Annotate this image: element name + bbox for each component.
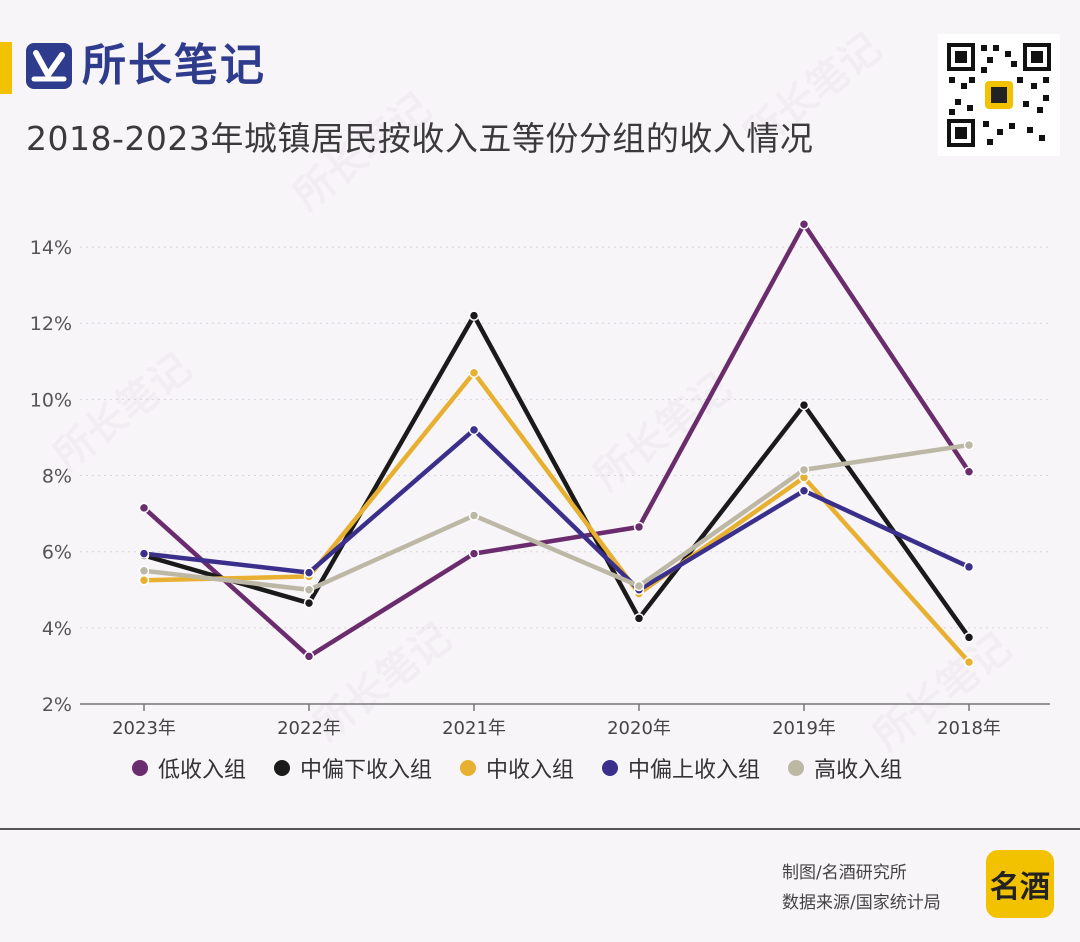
data-point — [138, 548, 150, 559]
series-line — [141, 426, 972, 593]
brand-name: 所长笔记 — [82, 40, 266, 91]
legend-item: 高收入组 — [788, 752, 902, 784]
data-point — [798, 464, 810, 476]
data-point — [303, 567, 315, 578]
data-point — [633, 580, 645, 592]
y-tick-label: 6% — [42, 542, 72, 564]
data-point — [303, 651, 315, 662]
y-tick-label: 8% — [42, 466, 72, 488]
data-point — [138, 565, 150, 576]
y-tick-label: 10% — [30, 389, 72, 411]
legend-label: 中收入组 — [486, 758, 575, 783]
x-tick-label: 2023年 — [112, 718, 176, 739]
data-point — [138, 502, 150, 514]
data-point — [798, 218, 810, 230]
data-point — [963, 632, 975, 643]
legend-marker-icon — [460, 760, 477, 776]
y-tick-label: 4% — [42, 618, 72, 640]
legend-label: 中偏下收入组 — [300, 758, 433, 783]
data-point — [633, 521, 645, 533]
credit-maker: 制图/名酒研究所 — [782, 863, 907, 883]
legend-label: 高收入组 — [814, 758, 903, 783]
legend-marker-icon — [132, 760, 148, 776]
x-tick-label: 2019年 — [772, 718, 836, 739]
legend-label: 低收入组 — [158, 758, 247, 783]
data-point — [468, 424, 480, 436]
data-point — [798, 399, 810, 411]
x-tick-label: 2022年 — [277, 718, 341, 739]
data-point — [468, 548, 480, 559]
y-tick-label: 14% — [30, 237, 72, 259]
series-line — [141, 442, 972, 593]
data-point — [798, 485, 810, 497]
mingjiu-logo: 名酒 — [986, 850, 1054, 918]
data-point — [963, 656, 975, 668]
data-point — [303, 597, 315, 609]
chart-title: 2018-2023年城镇居民按收入五等份分组的收入情况 — [26, 119, 814, 158]
brand-logo-icon — [26, 43, 72, 89]
data-point — [138, 575, 150, 586]
legend-label: 中偏上收入组 — [628, 758, 761, 783]
legend-item: 低收入组 — [132, 752, 246, 784]
legend-marker-icon — [274, 760, 291, 776]
x-tick-label: 2021年 — [442, 718, 506, 739]
data-point — [633, 613, 645, 624]
brand-header: 所长笔记 — [24, 38, 266, 94]
data-point — [468, 510, 480, 521]
chart-legend: 低收入组 中偏下收入组 中收入组 中偏上收入组 高收入组 — [132, 752, 930, 784]
legend-item: 中偏上收入组 — [602, 752, 760, 784]
x-tick-label: 2018年 — [937, 718, 1001, 739]
x-tick-label: 2020年 — [607, 718, 671, 739]
footer-divider — [0, 828, 1080, 830]
legend-item: 中收入组 — [460, 752, 574, 784]
data-point — [963, 439, 975, 451]
data-point — [963, 561, 975, 573]
qr-code-icon — [947, 43, 1051, 147]
series-line — [141, 311, 972, 640]
legend-marker-icon — [788, 760, 805, 776]
credits: 制图/名酒研究所 数据来源/国家统计局 — [782, 858, 941, 918]
credit-source: 数据来源/国家统计局 — [782, 893, 941, 913]
qr-code — [938, 34, 1060, 156]
series-line — [141, 219, 972, 660]
legend-marker-icon — [602, 760, 619, 776]
legend-item: 中偏下收入组 — [274, 752, 432, 784]
data-point — [468, 367, 480, 378]
y-tick-label: 12% — [30, 313, 72, 335]
line-chart: 2% 4% 6% 8% 10% 12% 14% 2023年 2022年 2021年 2020年 201… — [30, 218, 1050, 739]
y-tick-label: 2% — [42, 694, 72, 716]
mingjiu-logo-text: 名酒 — [990, 870, 1050, 905]
data-point — [963, 466, 975, 477]
accent-bar — [0, 42, 12, 94]
series-line — [141, 369, 972, 665]
data-point — [303, 584, 315, 596]
data-point — [468, 310, 480, 321]
